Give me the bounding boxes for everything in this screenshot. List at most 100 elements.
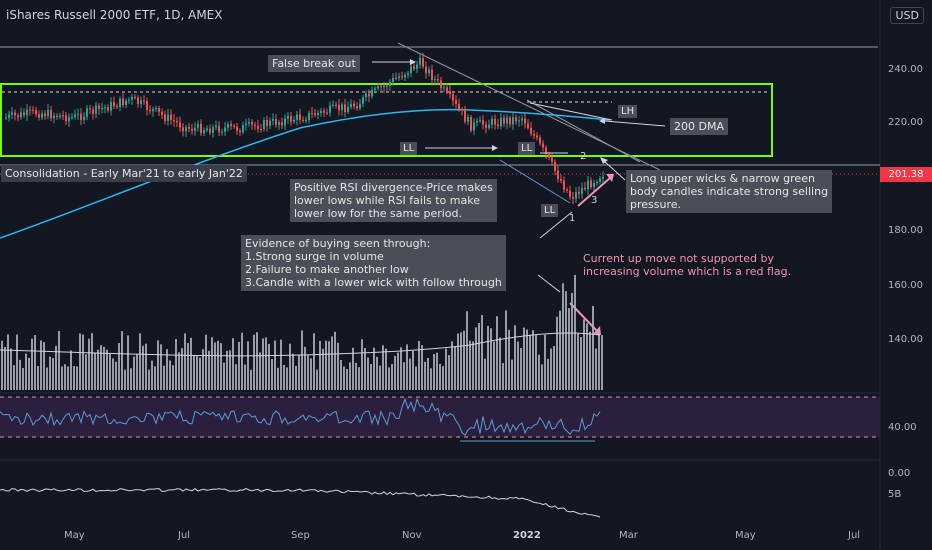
volume-bar xyxy=(136,354,138,390)
volume-bar xyxy=(250,369,252,390)
volume-bar xyxy=(577,333,579,390)
volume-bar xyxy=(418,340,420,390)
volume-bar xyxy=(370,364,372,390)
volume-bar xyxy=(43,342,45,390)
pink-up-arrowhead xyxy=(606,174,614,182)
candle-body xyxy=(32,109,34,111)
candle-body xyxy=(245,123,247,126)
volume-bar xyxy=(148,369,150,390)
candle-body xyxy=(194,127,196,131)
volume-bar xyxy=(253,334,255,390)
time-tick-2022: 2022 xyxy=(513,530,541,541)
candle-body xyxy=(308,112,310,120)
volume-bar xyxy=(112,358,114,390)
buying-evidence-note: Evidence of buying seen through: 1.Stron… xyxy=(241,235,506,291)
volume-bar xyxy=(493,341,495,390)
candle-body xyxy=(440,80,442,89)
candle-body xyxy=(455,100,457,104)
volume-bar xyxy=(271,359,273,390)
volume-bar xyxy=(274,340,276,390)
volume-bar xyxy=(154,366,156,390)
candle-body xyxy=(248,122,250,124)
lh-label: LH xyxy=(618,105,638,118)
volume-bar xyxy=(31,338,33,390)
false-breakout-note: False break out xyxy=(268,55,360,72)
candle-body xyxy=(65,115,67,122)
candle-body xyxy=(131,96,133,100)
candle-body xyxy=(569,190,571,197)
candle-body xyxy=(374,88,376,90)
time-tick-may: May xyxy=(64,530,85,541)
volume-bar xyxy=(10,348,12,390)
volume-bar xyxy=(208,350,210,390)
volume-bar xyxy=(463,330,465,390)
volume-bar xyxy=(349,362,351,390)
volume-bar xyxy=(226,350,228,390)
volume-bar xyxy=(427,357,429,390)
candle-body xyxy=(14,112,16,116)
candle-body xyxy=(578,192,580,194)
volume-bar xyxy=(46,367,48,390)
volume-bar xyxy=(85,354,87,390)
candle-body xyxy=(146,101,148,110)
candle-body xyxy=(104,107,106,109)
volume-bar xyxy=(289,343,291,390)
candle-body xyxy=(35,109,37,115)
volume-bar xyxy=(553,346,555,390)
volume-bar xyxy=(436,352,438,390)
candle-body xyxy=(473,122,475,131)
volume-bar xyxy=(49,356,51,390)
volume-bar xyxy=(361,339,363,390)
candle-body xyxy=(272,119,274,121)
volume-bar xyxy=(211,337,213,390)
candle-body xyxy=(353,103,355,107)
candle-body xyxy=(11,112,13,115)
candle-body xyxy=(230,124,232,126)
volume-bar xyxy=(223,362,225,390)
candle-body xyxy=(122,98,124,106)
rsi-divergence-note: Positive RSI divergence-Price makes lowe… xyxy=(290,179,497,222)
volume-bar xyxy=(193,355,195,390)
volume-bar xyxy=(97,349,99,390)
candle-body xyxy=(215,125,217,128)
volume-bar xyxy=(583,319,585,390)
candle-body xyxy=(227,124,229,128)
consolidation-box xyxy=(0,83,773,157)
candle-body xyxy=(368,93,370,97)
volume-flag-note: Current up move not supported by increas… xyxy=(583,252,792,278)
candle-body xyxy=(113,102,115,107)
volume-bar xyxy=(184,333,186,390)
volume-bar xyxy=(430,368,432,390)
ll-label-2: LL xyxy=(518,142,536,155)
candle-body xyxy=(338,104,340,111)
candle-body xyxy=(557,170,559,180)
candle-body xyxy=(332,104,334,106)
candle-body xyxy=(425,66,427,74)
candle-body xyxy=(476,120,478,123)
candle-body xyxy=(422,57,424,67)
volume-bar xyxy=(508,329,510,390)
candle-body xyxy=(527,123,529,128)
candle-body xyxy=(218,125,220,133)
dma-pointer-arrow xyxy=(604,120,666,127)
candle-body xyxy=(290,115,292,122)
volume-bar xyxy=(262,338,264,390)
volume-bar xyxy=(565,291,567,390)
currency-selector[interactable]: USD xyxy=(890,7,924,24)
volume-bar xyxy=(76,366,78,390)
volume-bar xyxy=(67,366,69,390)
volume-bar xyxy=(214,342,216,390)
volume-bar xyxy=(19,359,21,390)
volume-bar xyxy=(199,357,201,390)
candle-body xyxy=(410,66,412,74)
candle-body xyxy=(320,110,322,113)
volume-bar xyxy=(415,366,417,390)
volume-bar xyxy=(499,337,501,390)
candle-body xyxy=(386,85,388,87)
volume-bar xyxy=(25,353,27,390)
volume-bar xyxy=(166,349,168,390)
volume-bar xyxy=(286,367,288,390)
candle-body xyxy=(434,78,436,81)
